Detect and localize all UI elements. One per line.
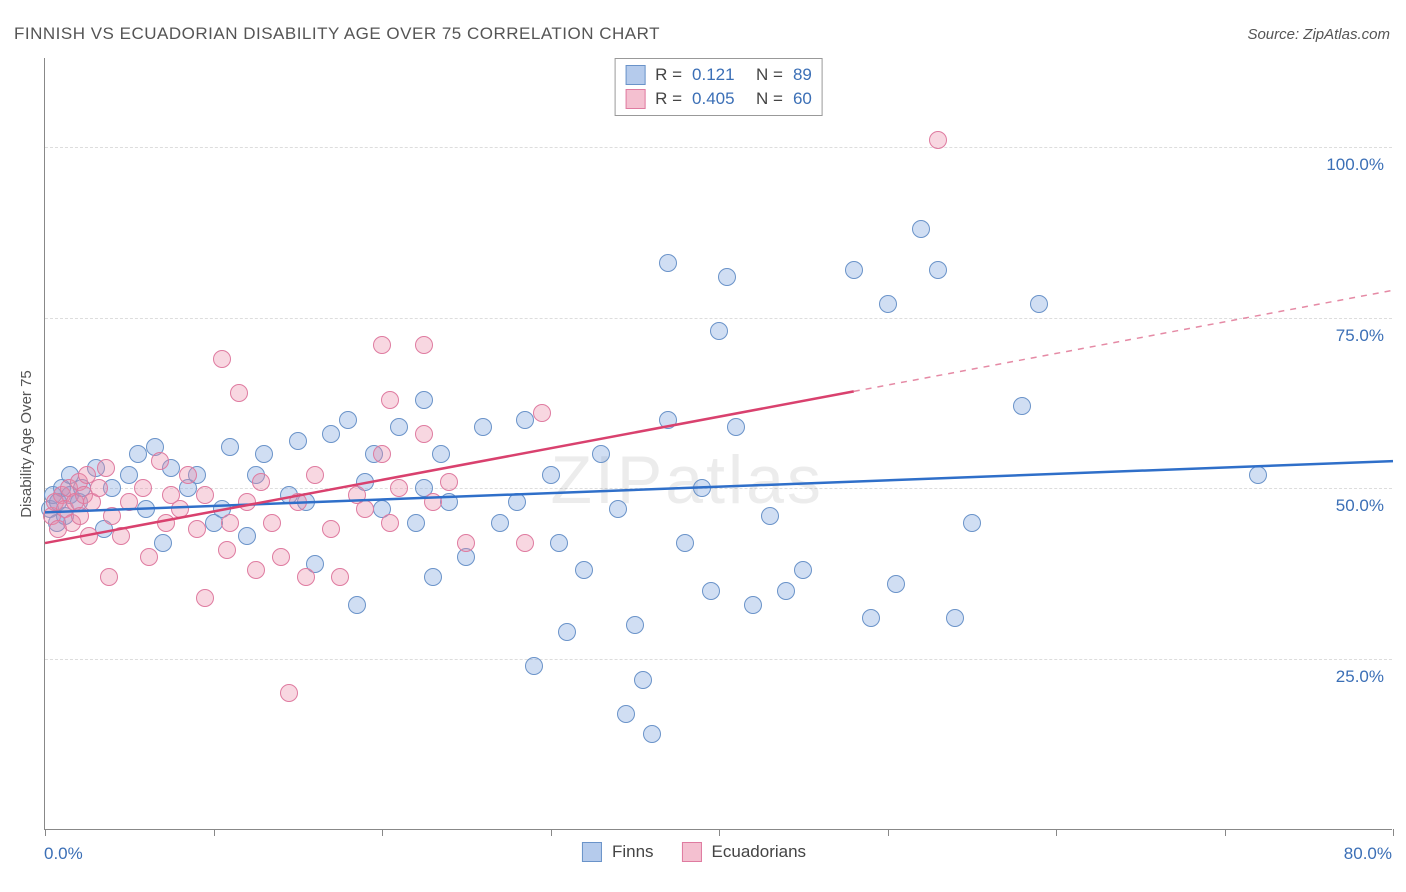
source-attribution: Source: ZipAtlas.com <box>1247 26 1390 43</box>
x-tick <box>1225 829 1226 836</box>
series-swatch <box>625 89 645 109</box>
series-swatch <box>682 842 702 862</box>
series-swatch <box>582 842 602 862</box>
x-tick <box>214 829 215 836</box>
r-label: R = <box>655 63 682 87</box>
r-value: 0.405 <box>692 87 746 111</box>
legend-label: Ecuadorians <box>712 842 807 862</box>
x-axis-max-label: 80.0% <box>1344 844 1392 864</box>
n-value: 89 <box>793 63 812 87</box>
plot-area: 25.0%50.0%75.0%100.0%ZIPatlasR =0.121N =… <box>44 58 1392 830</box>
x-tick <box>1056 829 1057 836</box>
chart-title: FINNISH VS ECUADORIAN DISABILITY AGE OVE… <box>14 24 660 44</box>
stats-row: R = 0.121 N = 89 <box>625 63 812 87</box>
x-tick <box>45 829 46 836</box>
stats-legend-box: R = 0.121 N = 89 R = 0.405 N = 60 <box>614 58 823 116</box>
x-tick <box>719 829 720 836</box>
series-swatch <box>625 65 645 85</box>
x-axis-min-label: 0.0% <box>44 844 83 864</box>
n-label: N = <box>756 87 783 111</box>
n-label: N = <box>756 63 783 87</box>
x-tick <box>382 829 383 836</box>
trend-lines <box>45 58 1392 829</box>
y-axis-title: Disability Age Over 75 <box>18 370 35 518</box>
x-tick <box>888 829 889 836</box>
r-label: R = <box>655 87 682 111</box>
stats-row: R = 0.405 N = 60 <box>625 87 812 111</box>
legend-label: Finns <box>612 842 654 862</box>
r-value: 0.121 <box>692 63 746 87</box>
x-tick <box>551 829 552 836</box>
series-legend: Finns Ecuadorians <box>582 842 824 862</box>
x-tick <box>1393 829 1394 836</box>
n-value: 60 <box>793 87 812 111</box>
